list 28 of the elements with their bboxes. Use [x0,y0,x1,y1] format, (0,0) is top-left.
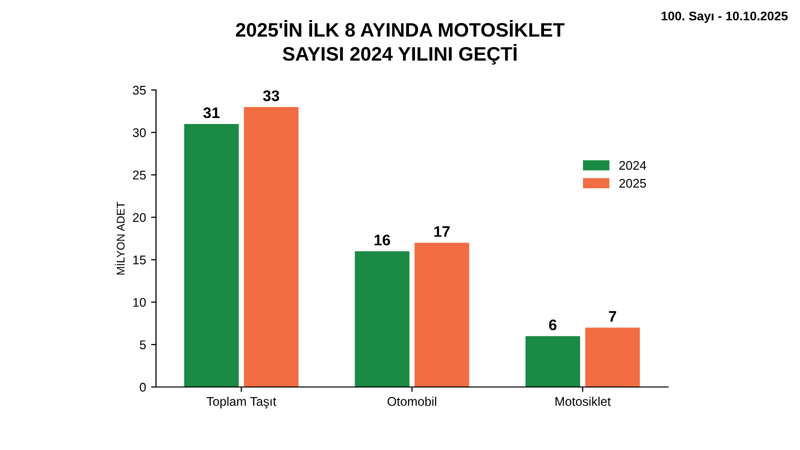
legend-label: 2025 [619,178,646,188]
bar [414,242,470,387]
bar [244,106,299,387]
bar [354,251,410,387]
data-label: 16 [374,234,390,246]
y-tick-label: 10 [133,298,146,307]
y-tick-label: 5 [140,340,146,350]
x-tick-label: Otomobil [388,396,436,406]
chart-title: 2025'İN İLK 8 AYINDA MOTOSİKLET SAYISI 2024 YILINI GEÇTİ [236,20,565,65]
data-label: 31 [203,107,220,118]
x-tick-label: Toplam Taşıt [206,396,276,408]
y-tick-label: 35 [132,86,146,95]
y-axis-title: MİLYON ADET [114,202,125,275]
y-tick-label: 20 [133,213,146,222]
x-tick-label: Motosiklet [556,396,611,406]
bar [184,124,239,387]
data-label: 6 [549,319,556,330]
data-label: 17 [434,226,450,237]
legend-label: 2024 [619,160,646,170]
y-tick-label: 15 [133,256,146,264]
data-label: 7 [608,311,616,322]
text: 100. Sayı - 10.10.2025 [662,12,788,23]
y-tick-label: 0 [140,382,146,392]
y-tick-label: 25 [133,170,146,180]
y-tick-label: 30 [132,128,146,138]
data-label: 33 [263,90,280,102]
bar [585,328,640,387]
bar [525,336,580,387]
